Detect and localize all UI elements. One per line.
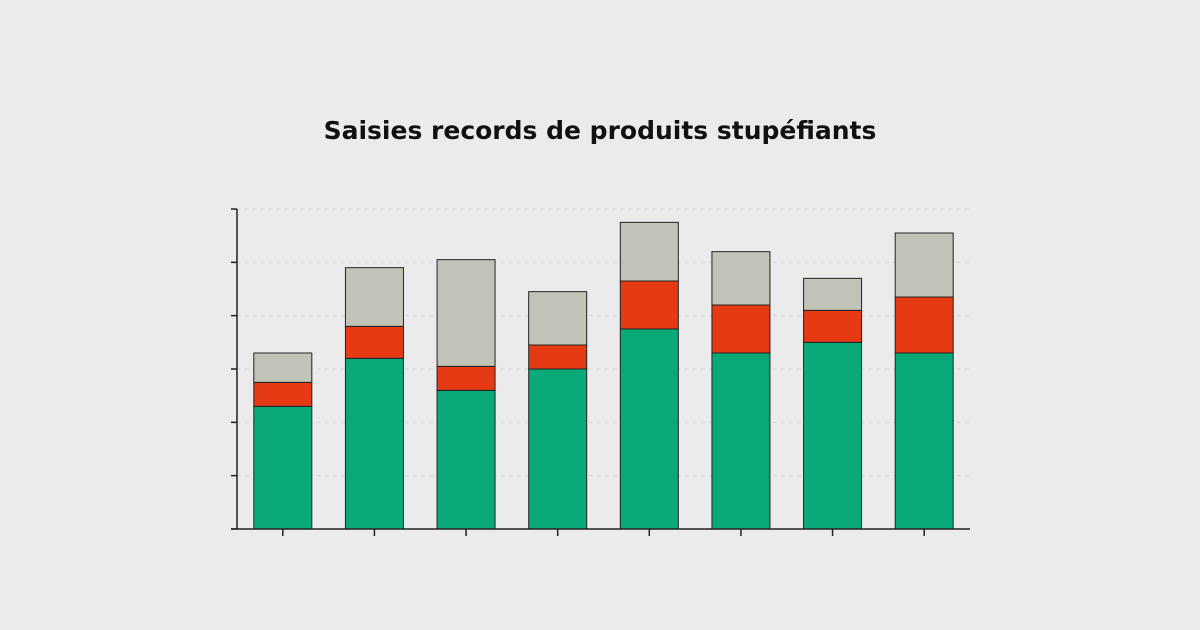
bar-segment: [711, 352, 771, 530]
bar-segment: [803, 309, 863, 343]
bar-segment: [803, 341, 863, 530]
bar-segment: [528, 344, 588, 370]
bar-segment: [436, 365, 496, 391]
bar-segment: [619, 280, 679, 330]
bar-segment: [894, 352, 954, 530]
bar-segment: [253, 405, 313, 530]
bar-segment: [528, 291, 588, 346]
bar-segment: [619, 328, 679, 530]
bar-segment: [344, 357, 404, 530]
bar-segment: [528, 368, 588, 530]
bar-segment: [436, 389, 496, 530]
chart-title: Saisies records de produits stupéfiants: [324, 116, 877, 145]
bar-segment: [894, 232, 954, 298]
bar-segment: [619, 221, 679, 282]
bar-segment: [894, 296, 954, 354]
bar-segment: [803, 277, 863, 311]
bar-segment: [344, 325, 404, 359]
bar-segment: [436, 259, 496, 367]
bar-segment: [253, 352, 313, 383]
bar-segment: [344, 267, 404, 327]
bar-segment: [253, 381, 313, 407]
bar-segment: [711, 304, 771, 354]
bar-segment: [711, 251, 771, 306]
